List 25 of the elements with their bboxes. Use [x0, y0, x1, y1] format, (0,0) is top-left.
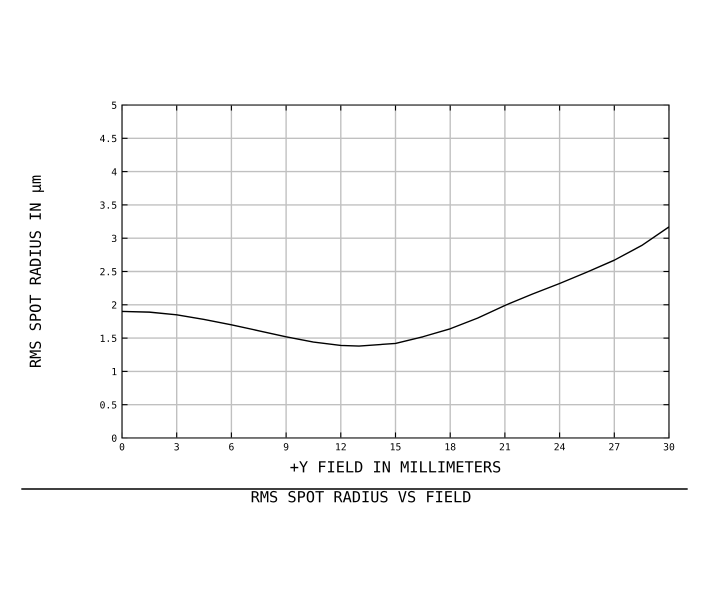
- x-tick-label: 30: [664, 443, 674, 450]
- y-tick-label: 2.5: [100, 268, 116, 276]
- x-tick-label: 27: [609, 443, 620, 450]
- y-tick-label: 0.5: [100, 401, 116, 409]
- x-tick-label: 15: [390, 443, 401, 450]
- x-tick-label: 6: [229, 443, 234, 450]
- y-tick-label: 5: [112, 102, 116, 109]
- y-tick-label: 4.5: [100, 134, 116, 142]
- x-tick-label: 18: [446, 443, 456, 450]
- x-tick-label: 0: [120, 443, 124, 450]
- y-tick-label: 4: [112, 168, 117, 176]
- text: RMS SPOT RADIUS VS FIELD: [252, 490, 470, 502]
- y-tick-label: 2: [112, 301, 116, 309]
- y-tick-label: 0: [112, 434, 117, 442]
- y-tick-label: 3: [112, 234, 116, 242]
- y-axis-title: RMS SPOT RADIUS IN μm: [29, 176, 44, 368]
- x-tick-label: 24: [554, 443, 565, 450]
- x-tick-label: 9: [284, 443, 288, 450]
- y-tick-label: 1: [112, 368, 116, 376]
- x-tick-label: 3: [174, 443, 179, 450]
- x-axis-title: +Y FIELD IN MILLIMETERS: [290, 461, 500, 473]
- x-tick-label: 12: [336, 443, 346, 450]
- y-tick-label: 1.5: [100, 334, 116, 342]
- x-tick-label: 21: [500, 443, 510, 450]
- y-tick-label: 3.5: [100, 201, 116, 209]
